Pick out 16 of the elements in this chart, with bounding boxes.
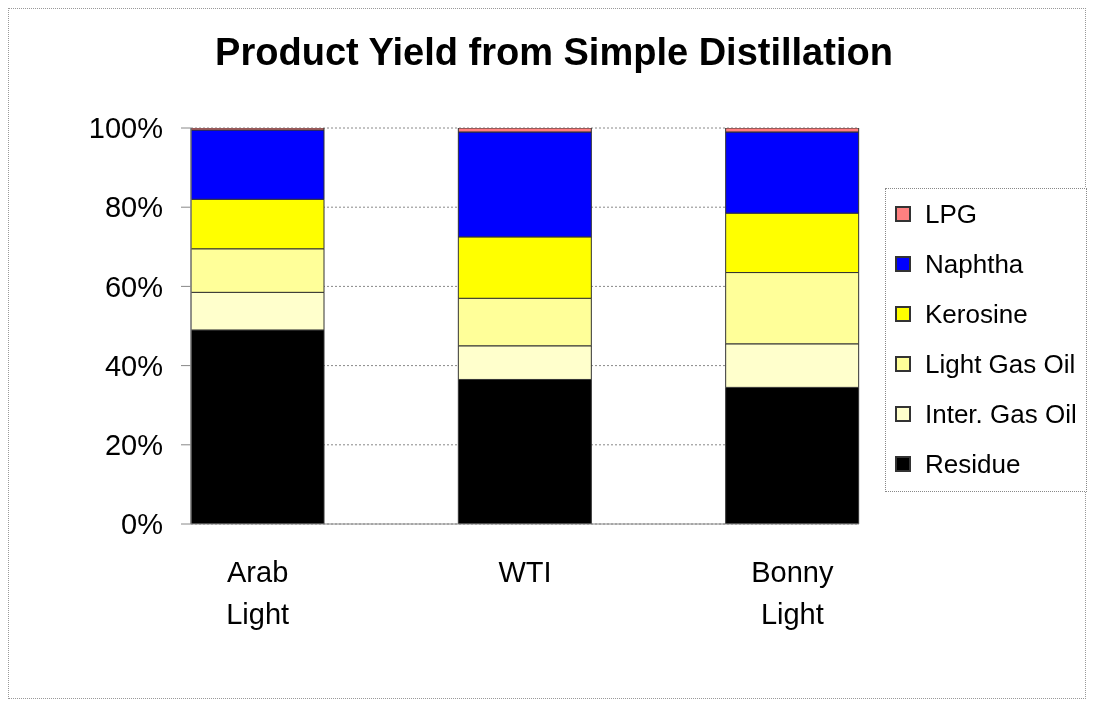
y-tick-label: 80%	[104, 191, 163, 224]
legend-label: Inter. Gas Oil	[925, 398, 1077, 430]
y-tick-label: 60%	[104, 270, 163, 303]
x-tick-label: Arab Light	[226, 556, 290, 630]
legend-label: Kerosine	[925, 298, 1028, 330]
x-tick-label: Bonny Light	[751, 556, 834, 630]
x-tick-label: WTI	[498, 556, 552, 588]
legend-label: Naphtha	[925, 248, 1024, 280]
y-tick-label: 100%	[88, 112, 163, 145]
legend-label: Residue	[925, 448, 1021, 480]
legend-label: Light Gas Oil	[925, 348, 1076, 380]
y-tick-label: 20%	[104, 429, 163, 462]
y-tick-label: 0%	[121, 508, 163, 541]
legend-label: LPG	[925, 198, 978, 230]
chart-title: Product Yield from Simple Distillation	[214, 31, 894, 73]
y-tick-label: 40%	[104, 349, 163, 382]
